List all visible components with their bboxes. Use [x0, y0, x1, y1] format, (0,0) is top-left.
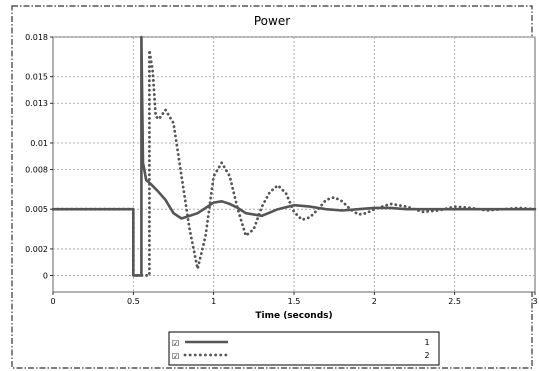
legend-label-1: 1	[424, 338, 429, 347]
legend-box	[168, 331, 440, 366]
chart-title: Power	[254, 14, 290, 28]
x-tick-label: 2	[372, 297, 377, 306]
x-tick-label: 0	[50, 297, 55, 306]
series-layer	[51, 35, 537, 277]
x-axis-label: Time (seconds)	[255, 311, 332, 321]
y-tick-label: 0.013	[25, 99, 48, 108]
legend: ☑ 1 ☑ 2	[168, 331, 440, 366]
legend-checkbox-icon[interactable]: ☑	[172, 352, 179, 361]
y-tick-label: 0.005	[25, 205, 48, 214]
y-tick-label: 0.018	[25, 33, 48, 42]
series-2-line	[51, 48, 537, 277]
y-tick-label: 0.01	[30, 139, 48, 148]
legend-checkbox-icon[interactable]: ☑	[172, 339, 179, 348]
x-tick-label: 0.5	[127, 297, 140, 306]
x-tick-label: 1.5	[288, 297, 301, 306]
grid	[53, 36, 535, 292]
x-tick-label: 2.5	[448, 297, 461, 306]
y-axis-ticks: 0 0.002 0.005 0.008 0.01 0.013 0.015 0.018	[25, 33, 53, 280]
legend-label-2: 2	[424, 351, 429, 360]
y-tick-label: 0.015	[25, 73, 48, 82]
x-axis-ticks: 0 0.5 1 1.5 2 2.5 3	[50, 292, 538, 306]
y-tick-label: 0	[43, 271, 48, 280]
y-tick-label: 0.008	[25, 165, 48, 174]
x-tick-label: 3	[532, 297, 537, 306]
x-tick-label: 1	[211, 297, 216, 306]
y-tick-label: 0.002	[25, 245, 48, 254]
